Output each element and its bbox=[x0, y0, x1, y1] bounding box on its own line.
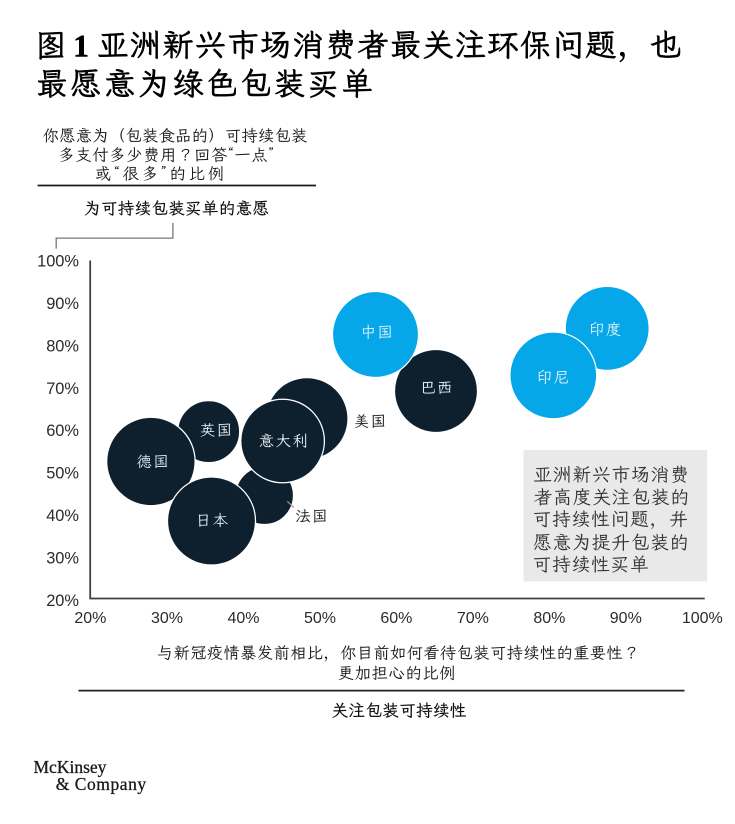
svg-text:20%: 20% bbox=[74, 610, 106, 627]
svg-text:80%: 80% bbox=[46, 337, 79, 355]
svg-text:20%: 20% bbox=[46, 592, 79, 610]
svg-text:30%: 30% bbox=[151, 610, 183, 627]
svg-text:30%: 30% bbox=[46, 550, 79, 568]
svg-text:90%: 90% bbox=[610, 610, 642, 627]
svg-text:100%: 100% bbox=[682, 610, 723, 627]
svg-text:90%: 90% bbox=[46, 295, 79, 313]
svg-text:100%: 100% bbox=[37, 253, 79, 271]
svg-text:& Company: & Company bbox=[56, 774, 147, 794]
svg-text:60%: 60% bbox=[46, 422, 79, 440]
svg-text:McKinsey: McKinsey bbox=[34, 757, 107, 777]
svg-text:70%: 70% bbox=[46, 380, 79, 398]
svg-text:70%: 70% bbox=[457, 610, 489, 627]
svg-text:60%: 60% bbox=[380, 610, 412, 627]
svg-text:50%: 50% bbox=[46, 465, 79, 483]
svg-text:50%: 50% bbox=[304, 610, 336, 627]
svg-text:40%: 40% bbox=[227, 610, 259, 627]
svg-text:40%: 40% bbox=[46, 507, 79, 525]
svg-text:80%: 80% bbox=[533, 610, 565, 627]
